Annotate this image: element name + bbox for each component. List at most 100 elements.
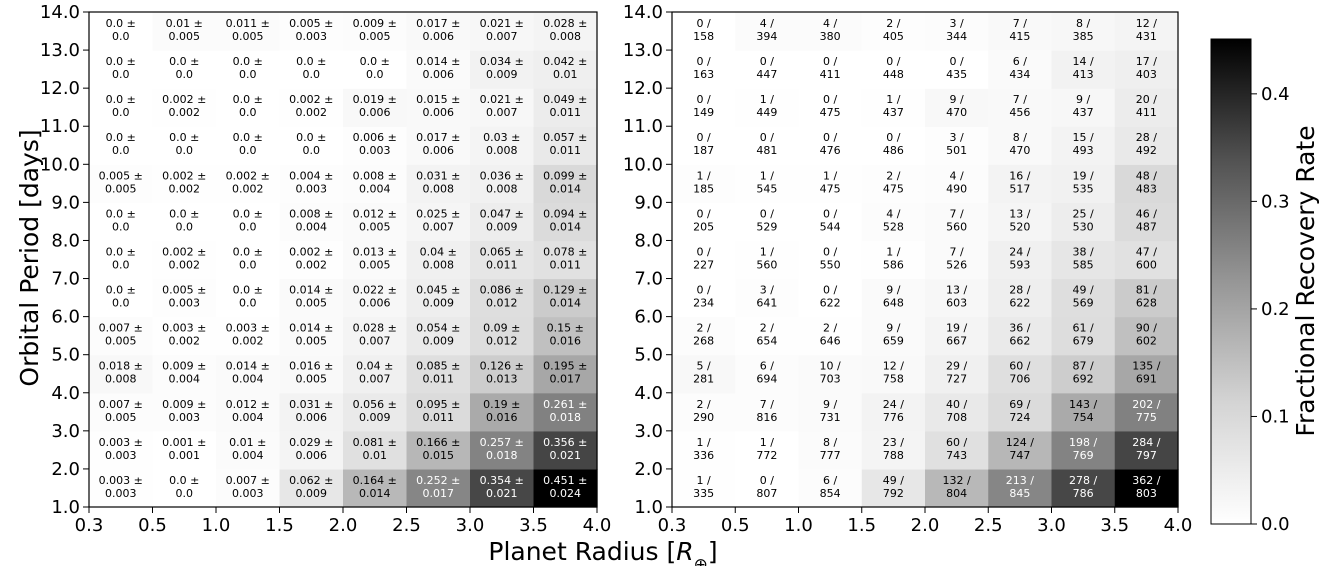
- cell-label-bottom: 0.0: [112, 220, 130, 233]
- cell-label-bottom: 0.004: [232, 373, 264, 386]
- cell-label-top: 0.054 ±: [416, 322, 460, 335]
- x-tick-label: 2.5: [392, 515, 421, 536]
- cell-label-top: 19 /: [946, 322, 967, 335]
- cell-label-top: 0.029 ±: [289, 436, 333, 449]
- heatmap-cell: 0.029 ±0.006: [279, 430, 344, 470]
- cell-label-top: 0.0 ±: [169, 474, 199, 487]
- heatmap-cell: 0.0 ±0.0: [89, 50, 154, 89]
- cell-label-top: 9 /: [886, 284, 900, 297]
- cell-label-top: 7 /: [1013, 93, 1027, 106]
- cell-label-top: 24 /: [883, 398, 904, 411]
- cell-label-top: 0.017 ±: [416, 17, 460, 30]
- cell-label-top: 61 /: [1073, 322, 1094, 335]
- heatmap-cell: 23 /788: [861, 430, 926, 470]
- cell-label-bottom: 0.008: [423, 258, 455, 271]
- heatmap-cell: 2 /290: [672, 392, 736, 432]
- cell-label-top: 0.195 ±: [543, 360, 587, 373]
- heatmap-cell: 0.021 ±0.007: [470, 88, 535, 127]
- cell-label-bottom: 431: [1136, 30, 1157, 43]
- cell-label-top: 0.008 ±: [353, 169, 397, 182]
- heatmap-cell: 0.078 ±0.011: [533, 240, 598, 280]
- cell-label-bottom: 449: [756, 106, 777, 119]
- x-tick-label: 3.5: [1100, 515, 1129, 536]
- cell-rect: [279, 126, 344, 165]
- cell-label-bottom: 0.011: [486, 258, 518, 271]
- cell-label-bottom: 0.004: [169, 373, 201, 386]
- cell-label-top: 69 /: [1009, 398, 1030, 411]
- cell-label-top: 0.0 ±: [106, 245, 136, 258]
- heatmap-cell: 1 /475: [798, 164, 863, 203]
- cell-label-bottom: 187: [693, 144, 714, 157]
- cell-rect: [216, 240, 281, 280]
- cell-label-bottom: 692: [1073, 373, 1094, 386]
- heatmap-cell: 25 /530: [1051, 202, 1116, 242]
- heatmap-cell: 0.008 ±0.004: [279, 202, 344, 242]
- y-tick-label: 9.0: [634, 192, 663, 213]
- heatmap-cell: 0.0 ±0.0: [152, 50, 217, 89]
- cell-rect: [925, 240, 989, 280]
- cell-label-bottom: 703: [820, 373, 841, 386]
- heatmap-cell: 0.036 ±0.008: [470, 164, 535, 203]
- x-tick-label: 0.5: [721, 515, 750, 536]
- heatmap-cell: 24 /776: [861, 392, 926, 432]
- y-tick-label: 2.0: [634, 459, 663, 480]
- heatmap-cell: 0.0 ±0.0: [89, 88, 154, 127]
- cell-label-top: 29 /: [946, 360, 967, 373]
- cell-label-bottom: 0.014: [550, 182, 582, 195]
- cell-label-top: 1 /: [823, 169, 837, 182]
- cell-label-top: 12 /: [883, 360, 904, 373]
- cell-rect: [152, 12, 217, 51]
- cell-rect: [470, 430, 535, 470]
- cell-label-bottom: 205: [693, 220, 714, 233]
- cell-label-top: 87 /: [1073, 360, 1094, 373]
- cell-rect: [533, 50, 598, 89]
- cell-label-top: 0.129 ±: [543, 284, 587, 297]
- cell-rect: [1051, 240, 1116, 280]
- cell-rect: [798, 88, 863, 127]
- cell-label-bottom: 731: [820, 411, 841, 424]
- cell-label-bottom: 0.007: [486, 106, 518, 119]
- cell-label-top: 0 /: [697, 284, 711, 297]
- heatmap-cell: 0.014 ±0.005: [279, 316, 344, 356]
- cell-label-bottom: 0.008: [486, 144, 518, 157]
- cell-rect: [735, 88, 800, 127]
- cell-label-bottom: 0.016: [550, 335, 582, 348]
- cell-label-bottom: 0.005: [105, 411, 137, 424]
- cell-rect: [533, 240, 598, 280]
- cell-label-top: 0.0 ±: [233, 55, 263, 68]
- cell-label-bottom: 743: [946, 449, 967, 462]
- cell-rect: [152, 278, 217, 318]
- cell-rect: [672, 88, 736, 127]
- heatmap-cell: 0.0 ±0.0: [216, 278, 281, 318]
- cell-rect: [343, 202, 408, 242]
- cell-label-top: 0.015 ±: [416, 93, 460, 106]
- cell-label-top: 0.008 ±: [289, 207, 333, 220]
- heatmap-cell: 24 /593: [988, 240, 1053, 280]
- cell-rect: [861, 468, 926, 508]
- cell-label-top: 0.012 ±: [226, 398, 270, 411]
- cell-label-bottom: 0.002: [232, 335, 264, 348]
- heatmap-cell: 135 /691: [1114, 354, 1179, 394]
- cell-label-top: 16 /: [1009, 169, 1030, 182]
- heatmap-cell: 0.0 ±0.0: [216, 50, 281, 89]
- cell-rect: [216, 126, 281, 165]
- cell-rect: [152, 392, 217, 432]
- cell-label-top: 0.01 ±: [166, 17, 203, 30]
- cell-label-top: 198 /: [1069, 436, 1097, 449]
- y-tick-label: 9.0: [51, 192, 80, 213]
- cell-rect: [1114, 392, 1179, 432]
- cell-label-top: 0.078 ±: [543, 245, 587, 258]
- cell-label-top: 2 /: [823, 322, 837, 335]
- heatmap-cell: 362 /803: [1114, 468, 1179, 508]
- cell-label-top: 1 /: [886, 93, 900, 106]
- cell-label-bottom: 470: [1009, 144, 1030, 157]
- heatmap-cell: 38 /585: [1051, 240, 1116, 280]
- cell-rect: [89, 392, 154, 432]
- cell-label-bottom: 593: [1009, 258, 1030, 271]
- cell-rect: [406, 392, 471, 432]
- heatmap-cell: 0.04 ±0.007: [343, 354, 408, 394]
- cell-label-top: 0 /: [760, 131, 774, 144]
- cell-label-top: 0.09 ±: [483, 322, 520, 335]
- cell-label-top: 60 /: [946, 436, 967, 449]
